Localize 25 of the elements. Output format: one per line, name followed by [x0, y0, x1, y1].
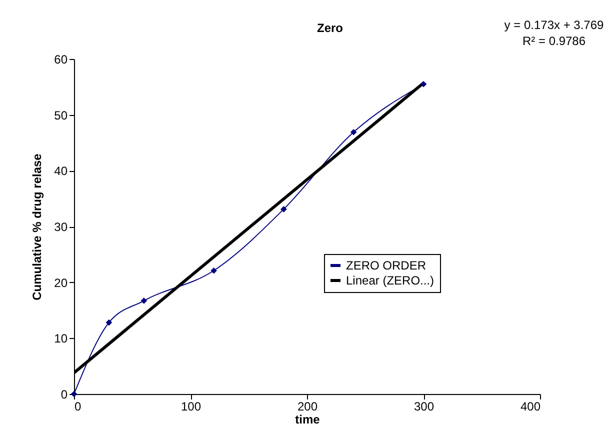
y-tick-label: 0 — [60, 388, 68, 402]
y-tick-label: 40 — [54, 164, 68, 178]
point — [280, 206, 287, 212]
text: y = 0.173x + 3.769 — [504, 18, 604, 32]
y-tick-label: 20 — [54, 276, 68, 290]
point — [106, 319, 112, 326]
y-axis-title: Cumulative % drug relase — [30, 153, 44, 300]
x-tick-label: 100 — [180, 400, 202, 414]
y-tick-label: 60 — [54, 52, 68, 66]
y-tick-label: 50 — [54, 108, 68, 122]
text: R² = 0.9786 — [522, 34, 586, 48]
x-tick-label: 200 — [297, 400, 318, 414]
legend-label: Linear (ZERO...) — [346, 274, 434, 288]
point — [420, 80, 427, 88]
y-tick-label: 30 — [54, 220, 68, 234]
legend-label: ZERO ORDER — [346, 258, 426, 272]
y-tick-label: 10 — [54, 332, 68, 346]
x-tick-label: 0 — [74, 400, 82, 414]
point — [140, 298, 148, 304]
x-tick-label: 400 — [520, 400, 541, 414]
point — [350, 128, 357, 136]
x-tick-label: 300 — [414, 400, 434, 414]
x-axis-title: time — [295, 412, 320, 426]
chart-title: Zero — [316, 21, 344, 35]
point — [210, 267, 217, 274]
